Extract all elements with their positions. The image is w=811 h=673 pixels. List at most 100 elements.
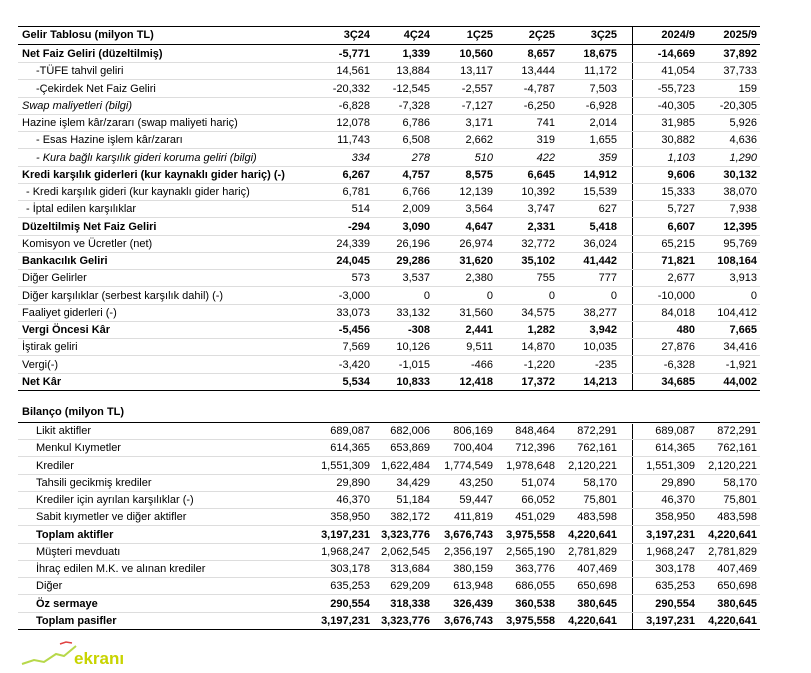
- rule: [18, 594, 760, 596]
- rule: [18, 269, 760, 270]
- cell: 4,220,641: [568, 528, 617, 541]
- cell: 629,209: [390, 580, 430, 593]
- cell: 9,606: [667, 168, 695, 181]
- row-label: İhraç edilen M.K. ve alınan krediler: [36, 563, 206, 575]
- row-label: Hazine işlem kâr/zararı (swap maliyeti h…: [22, 117, 238, 129]
- cell: 159: [738, 82, 757, 95]
- table-title: Bilanço (milyon TL): [22, 406, 125, 418]
- cell: 3,564: [465, 203, 493, 216]
- cell: 27,876: [661, 341, 695, 354]
- cell: 29,890: [336, 476, 370, 489]
- cell: 14,561: [336, 65, 370, 78]
- cell: 6,781: [342, 186, 370, 198]
- row-label: Diğer karşılıklar (serbest karşılık dahi…: [22, 289, 224, 302]
- cell: 84,018: [661, 306, 695, 319]
- cell: 4,636: [729, 134, 757, 147]
- cell: 43,250: [459, 476, 493, 489]
- cell: 360,538: [515, 597, 555, 610]
- cell: 483,598: [717, 511, 757, 524]
- cell: 13,884: [396, 65, 430, 78]
- cell: 635,253: [655, 580, 695, 593]
- cell: 319: [536, 134, 555, 147]
- cell: 37,892: [723, 48, 757, 60]
- cell: 38,277: [583, 306, 617, 319]
- cell: -4,787: [523, 82, 555, 95]
- cell: 2,062,545: [381, 545, 430, 558]
- row-label: Kredi karşılık giderleri (kur kaynaklı g…: [22, 168, 285, 181]
- cell: 2,662: [465, 134, 493, 147]
- cell: 3,975,558: [506, 614, 555, 627]
- column-header: 3Ç25: [590, 29, 617, 41]
- cell: 6,508: [402, 134, 430, 147]
- rule: [18, 62, 760, 63]
- cell: 71,821: [661, 255, 695, 267]
- cell: 44,002: [723, 375, 757, 388]
- cell: 8,575: [465, 168, 493, 181]
- row-label: -TÜFE tahvil geliri: [36, 65, 124, 78]
- cell: 359: [598, 151, 617, 164]
- cell: 1,968,247: [321, 545, 370, 558]
- cell: -5,771: [338, 48, 370, 60]
- cell: 5,418: [589, 220, 617, 233]
- cell: 4,647: [465, 220, 493, 233]
- cell: 95,769: [723, 237, 757, 250]
- cell: 627: [598, 203, 617, 216]
- cell: 18,675: [583, 48, 617, 60]
- cell: 573: [351, 272, 370, 285]
- rule: [18, 148, 760, 150]
- cell: 4,757: [402, 168, 430, 181]
- cell: 10,035: [583, 341, 617, 354]
- cell: 3,913: [729, 272, 757, 285]
- table-title: Gelir Tablosu (milyon TL): [22, 29, 154, 41]
- cell: 1,551,309: [646, 459, 695, 472]
- cell: 1,968,247: [646, 545, 695, 558]
- cell: 31,620: [459, 255, 493, 267]
- cell: 0: [750, 289, 757, 302]
- cell: 5,926: [729, 117, 757, 129]
- cell: 3,171: [465, 117, 493, 129]
- cell: 380,159: [453, 563, 493, 575]
- cell: 614,365: [330, 442, 370, 455]
- cell: 46,370: [336, 494, 370, 506]
- rule: [18, 490, 760, 492]
- rule: [18, 131, 760, 132]
- cell: 650,698: [717, 580, 757, 593]
- cell: 3,197,231: [646, 614, 695, 627]
- cell: 1,655: [589, 134, 617, 147]
- cell: 686,055: [515, 580, 555, 593]
- cell: 653,869: [390, 442, 430, 455]
- cell: 3,676,743: [444, 528, 493, 541]
- row-label: -Çekirdek Net Faiz Geliri: [36, 82, 156, 95]
- cell: 6,766: [402, 186, 430, 198]
- cell: 480: [676, 324, 695, 336]
- cell: 14,213: [583, 375, 617, 388]
- cell: 34,416: [723, 341, 757, 354]
- cell: 4,220,641: [568, 614, 617, 627]
- cell: 10,392: [521, 186, 555, 198]
- cell: 0: [423, 289, 430, 302]
- cell: 872,291: [577, 425, 617, 437]
- cell: 8,657: [527, 48, 555, 60]
- rule: [18, 79, 760, 81]
- cell: -20,305: [719, 99, 757, 112]
- cell: 37,733: [723, 65, 757, 78]
- cell: 382,172: [390, 511, 430, 524]
- rule: [18, 320, 760, 322]
- cell: 2,441: [465, 324, 493, 336]
- row-label: Krediler: [36, 459, 74, 472]
- cell: 5,727: [667, 203, 695, 216]
- cell: 650,698: [577, 580, 617, 593]
- logo: ekranı: [20, 640, 150, 673]
- rule: [18, 372, 760, 374]
- cell: -14,669: [657, 48, 695, 60]
- rule: [18, 234, 760, 236]
- cell: -55,723: [657, 82, 695, 95]
- cell: 755: [536, 272, 555, 285]
- cell: 762,161: [577, 442, 617, 455]
- cell: -308: [407, 324, 430, 336]
- rule: [18, 611, 760, 613]
- cell: 7,938: [729, 203, 757, 216]
- cell: 278: [411, 151, 430, 164]
- cell: 290,554: [330, 597, 370, 610]
- cell: 15,539: [583, 186, 617, 198]
